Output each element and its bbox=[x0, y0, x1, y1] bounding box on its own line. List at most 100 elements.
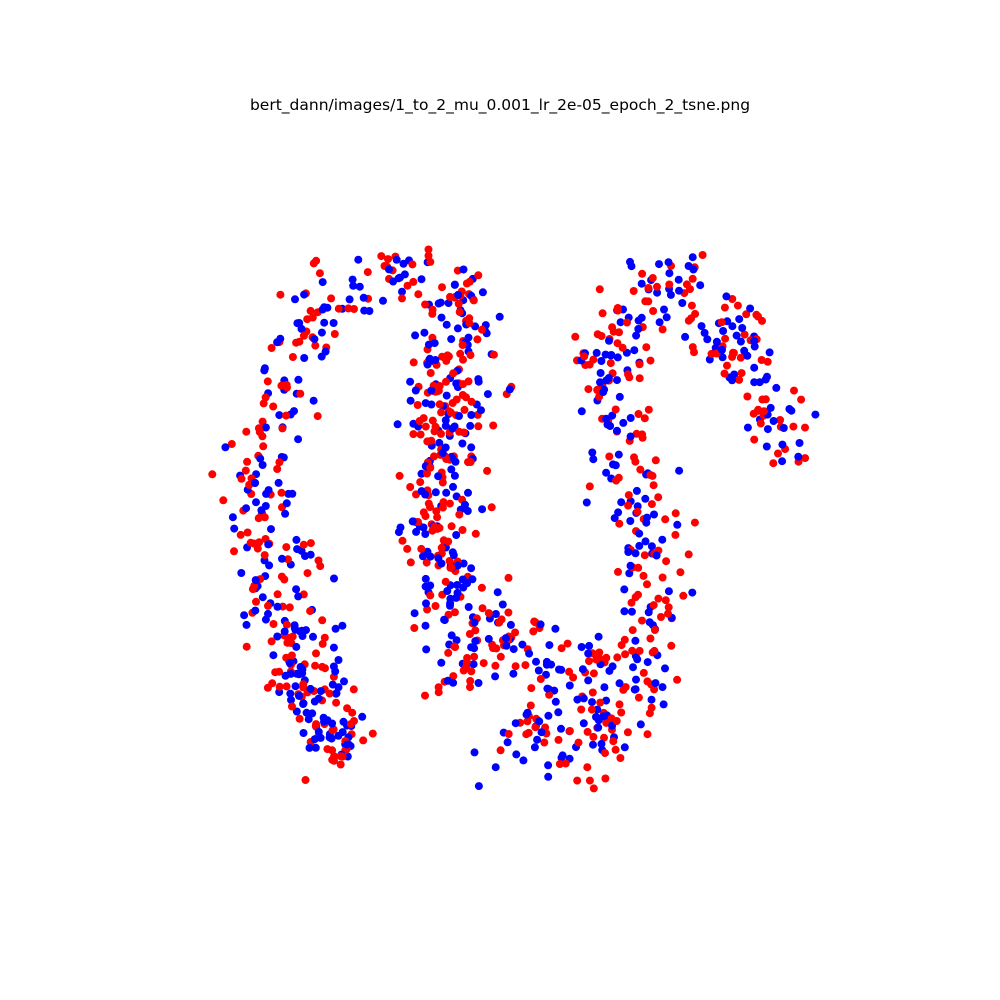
red-point bbox=[277, 488, 286, 497]
blue-point bbox=[579, 694, 588, 703]
red-point bbox=[495, 618, 504, 627]
blue-point bbox=[431, 488, 440, 497]
red-point bbox=[585, 776, 594, 785]
blue-point bbox=[449, 482, 457, 491]
red-point bbox=[684, 550, 693, 559]
blue-point bbox=[478, 505, 487, 514]
blue-point bbox=[655, 318, 664, 327]
red-point bbox=[416, 430, 425, 439]
blue-point bbox=[274, 478, 283, 487]
red-point bbox=[585, 360, 594, 369]
blue-point bbox=[317, 328, 326, 337]
blue-point bbox=[547, 660, 556, 669]
blue-point bbox=[459, 265, 468, 274]
blue-point bbox=[419, 552, 427, 561]
blue-point bbox=[286, 669, 295, 678]
blue-point bbox=[615, 679, 624, 688]
blue-point bbox=[325, 733, 334, 742]
blue-point bbox=[602, 468, 611, 477]
red-point bbox=[273, 590, 282, 599]
red-point bbox=[616, 754, 625, 762]
red-point bbox=[261, 393, 270, 402]
blue-point bbox=[466, 421, 475, 430]
blue-point bbox=[650, 510, 658, 519]
red-point bbox=[658, 325, 667, 334]
red-point bbox=[612, 717, 621, 725]
red-point bbox=[612, 476, 621, 485]
red-point bbox=[651, 456, 660, 465]
red-point bbox=[638, 433, 647, 442]
blue-point bbox=[441, 443, 450, 452]
red-point bbox=[687, 314, 696, 323]
red-point bbox=[504, 573, 513, 582]
blue-point bbox=[349, 281, 358, 290]
red-point bbox=[673, 675, 682, 684]
red-point bbox=[641, 297, 650, 306]
blue-point bbox=[309, 632, 317, 641]
blue-point bbox=[641, 537, 650, 546]
blue-point bbox=[755, 378, 764, 387]
blue-point bbox=[334, 656, 343, 664]
red-point bbox=[736, 353, 745, 362]
blue-point bbox=[732, 331, 741, 340]
red-point bbox=[574, 738, 583, 747]
blue-point bbox=[471, 637, 480, 646]
chart-title: bert_dann/images/1_to_2_mu_0.001_lr_2e-0… bbox=[249, 96, 751, 114]
blue-point bbox=[573, 695, 582, 704]
blue-point bbox=[794, 452, 803, 461]
red-point bbox=[690, 348, 698, 357]
red-point bbox=[580, 352, 589, 361]
blue-point bbox=[722, 292, 731, 301]
blue-point bbox=[441, 416, 450, 425]
blue-point bbox=[772, 383, 781, 392]
blue-point bbox=[267, 525, 275, 534]
blue-point bbox=[557, 724, 565, 733]
blue-point bbox=[509, 669, 518, 678]
red-point bbox=[634, 693, 643, 702]
red-point bbox=[524, 728, 533, 737]
blue-point bbox=[314, 727, 323, 736]
blue-point bbox=[617, 498, 626, 507]
blue-point bbox=[458, 439, 467, 448]
red-point bbox=[447, 522, 456, 531]
red-point bbox=[384, 255, 392, 264]
blue-point bbox=[340, 677, 348, 686]
blue-point bbox=[746, 304, 755, 313]
red-point bbox=[657, 613, 665, 621]
red-point bbox=[527, 684, 536, 693]
red-point bbox=[643, 580, 651, 589]
red-point bbox=[676, 568, 685, 577]
red-point bbox=[444, 648, 453, 657]
blue-point bbox=[300, 290, 309, 299]
blue-point bbox=[491, 610, 500, 618]
blue-point bbox=[297, 626, 306, 635]
red-point bbox=[661, 596, 670, 605]
blue-point bbox=[471, 322, 480, 331]
red-point bbox=[417, 544, 426, 553]
red-point bbox=[428, 309, 437, 318]
red-point bbox=[661, 515, 670, 524]
blue-point bbox=[300, 354, 309, 362]
blue-point bbox=[221, 443, 230, 452]
blue-point bbox=[470, 618, 479, 627]
blue-point bbox=[409, 419, 418, 428]
blue-point bbox=[613, 376, 621, 385]
red-point bbox=[445, 499, 454, 508]
red-point bbox=[306, 306, 315, 315]
red-point bbox=[565, 727, 574, 735]
red-point bbox=[437, 408, 446, 417]
red-point bbox=[627, 598, 636, 607]
blue-point bbox=[624, 548, 633, 556]
red-point bbox=[742, 310, 751, 319]
blue-point bbox=[280, 627, 289, 636]
blue-point bbox=[700, 328, 709, 337]
red-point bbox=[421, 512, 430, 521]
blue-point bbox=[251, 479, 260, 487]
blue-point bbox=[343, 740, 351, 749]
blue-point bbox=[544, 711, 553, 720]
blue-point bbox=[674, 275, 683, 284]
red-point bbox=[458, 341, 467, 349]
blue-point bbox=[503, 738, 512, 747]
blue-point bbox=[470, 748, 479, 757]
